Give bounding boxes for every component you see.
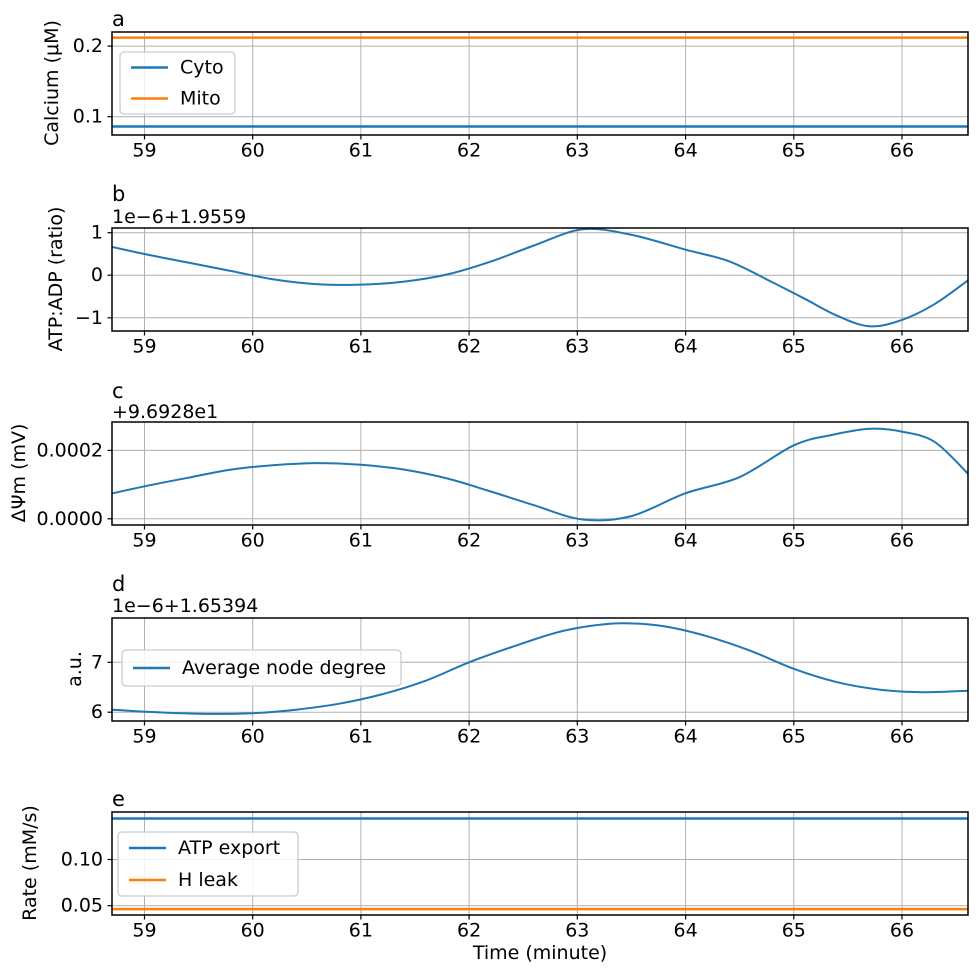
y-tick-label: 6 [91, 701, 103, 723]
x-tick-label: 62 [457, 140, 481, 162]
panel-d-legend: Average node degree [121, 649, 402, 687]
y-tick-label: 7 [91, 651, 103, 673]
panel-d-ylabel: a.u. [64, 651, 86, 687]
panel-b-offset-text: 1e−6+1.9559 [112, 206, 247, 228]
y-tick-label: 0 [91, 264, 103, 286]
x-tick-label: 59 [132, 140, 156, 162]
x-tick-label: 60 [241, 140, 265, 162]
panel-e-spines [111, 811, 969, 916]
panel-a: 59 60 61 62 63 64 65 66 0.2 0.1 Cyto Mito [73, 31, 969, 162]
mito-legend-label: Mito [180, 88, 221, 110]
x-tick-label: 60 [241, 530, 265, 552]
x-tick-label: 66 [890, 530, 914, 552]
x-tick-label: 59 [132, 530, 156, 552]
x-tick-label: 63 [565, 726, 589, 748]
average-node-degree-legend-label: Average node degree [182, 657, 386, 679]
panel-a-legend: Cyto Mito [119, 51, 236, 115]
y-tick-label: 0.10 [61, 849, 103, 871]
atp-adp-ratio-line [112, 228, 968, 328]
x-tick-label: 64 [674, 336, 698, 358]
x-tick-label: 62 [457, 726, 481, 748]
x-axis-label: Time (minute) [472, 942, 608, 964]
panel-c-spines [111, 421, 969, 526]
y-tick-label: 0.2 [73, 35, 103, 57]
panel-c-ylabel: ΔΨm (mV) [8, 423, 30, 523]
panel-b-spines [111, 227, 969, 332]
panel-e: 59 60 61 62 63 64 65 66 0.10 0.05 ATP export H leak [61, 811, 969, 942]
panel-b-title: b [112, 182, 126, 206]
panel-b: 59 60 61 62 63 64 65 66 1 0 −1 [75, 222, 969, 358]
panel-a-ylabel: Calcium (μM) [41, 20, 63, 146]
x-tick-label: 65 [782, 336, 806, 358]
panel-c-title: c [112, 379, 124, 403]
x-tick-label: 63 [565, 920, 589, 942]
x-tick-label: 64 [674, 140, 698, 162]
x-tick-label: 65 [782, 530, 806, 552]
y-tick-label: 0.1 [73, 106, 103, 128]
x-tick-label: 60 [241, 920, 265, 942]
panel-d: 59 60 61 62 63 64 65 66 7 6 Average node degree [91, 617, 969, 748]
panel-c-offset-text: +9.6928e1 [112, 401, 219, 423]
x-tick-label: 61 [349, 726, 373, 748]
y-tick-label: −1 [75, 307, 103, 329]
panel-e-legend: ATP export H leak [117, 831, 299, 897]
x-tick-label: 62 [457, 530, 481, 552]
y-tick-label: 0.0002 [37, 439, 103, 461]
x-tick-label: 65 [782, 140, 806, 162]
x-tick-label: 66 [890, 140, 914, 162]
panel-a-title: a [112, 7, 125, 31]
panel-c: 59 60 61 62 63 64 65 66 0.0002 0.0000 [37, 421, 969, 552]
panel-e-ylabel: Rate (mM/s) [19, 805, 41, 921]
x-tick-label: 66 [890, 920, 914, 942]
panel-b-ylabel: ATP:ADP (ratio) [45, 206, 67, 352]
cyto-legend-label: Cyto [180, 57, 224, 79]
y-tick-label: 0.05 [61, 895, 103, 917]
x-tick-label: 59 [132, 920, 156, 942]
panel-d-title: d [112, 572, 126, 596]
x-tick-label: 63 [565, 530, 589, 552]
x-tick-label: 64 [674, 726, 698, 748]
x-tick-label: 59 [132, 336, 156, 358]
x-tick-label: 65 [782, 920, 806, 942]
x-tick-label: 61 [349, 140, 373, 162]
y-tick-label: 0.0000 [37, 508, 103, 530]
x-tick-label: 66 [890, 336, 914, 358]
x-tick-label: 62 [457, 336, 481, 358]
x-tick-label: 64 [674, 530, 698, 552]
atp-export-legend-label: ATP export [178, 837, 280, 859]
panel-e-title: e [112, 787, 125, 811]
x-tick-label: 61 [349, 920, 373, 942]
x-tick-label: 63 [565, 140, 589, 162]
x-tick-label: 64 [674, 920, 698, 942]
x-tick-label: 61 [349, 530, 373, 552]
average-node-degree-line [112, 622, 968, 715]
x-tick-label: 63 [565, 336, 589, 358]
x-tick-label: 61 [349, 336, 373, 358]
panel-a-spines [111, 31, 969, 136]
x-tick-label: 60 [241, 726, 265, 748]
panel-d-offset-text: 1e−6+1.65394 [112, 595, 259, 617]
y-tick-label: 1 [91, 222, 103, 244]
x-tick-label: 62 [457, 920, 481, 942]
x-tick-label: 66 [890, 726, 914, 748]
x-tick-label: 65 [782, 726, 806, 748]
x-tick-label: 59 [132, 726, 156, 748]
h-leak-legend-label: H leak [178, 869, 238, 891]
panel-d-spines [111, 617, 969, 722]
x-tick-label: 60 [241, 336, 265, 358]
delta-psi-m-line [112, 427, 968, 522]
legend-frame [121, 649, 402, 687]
